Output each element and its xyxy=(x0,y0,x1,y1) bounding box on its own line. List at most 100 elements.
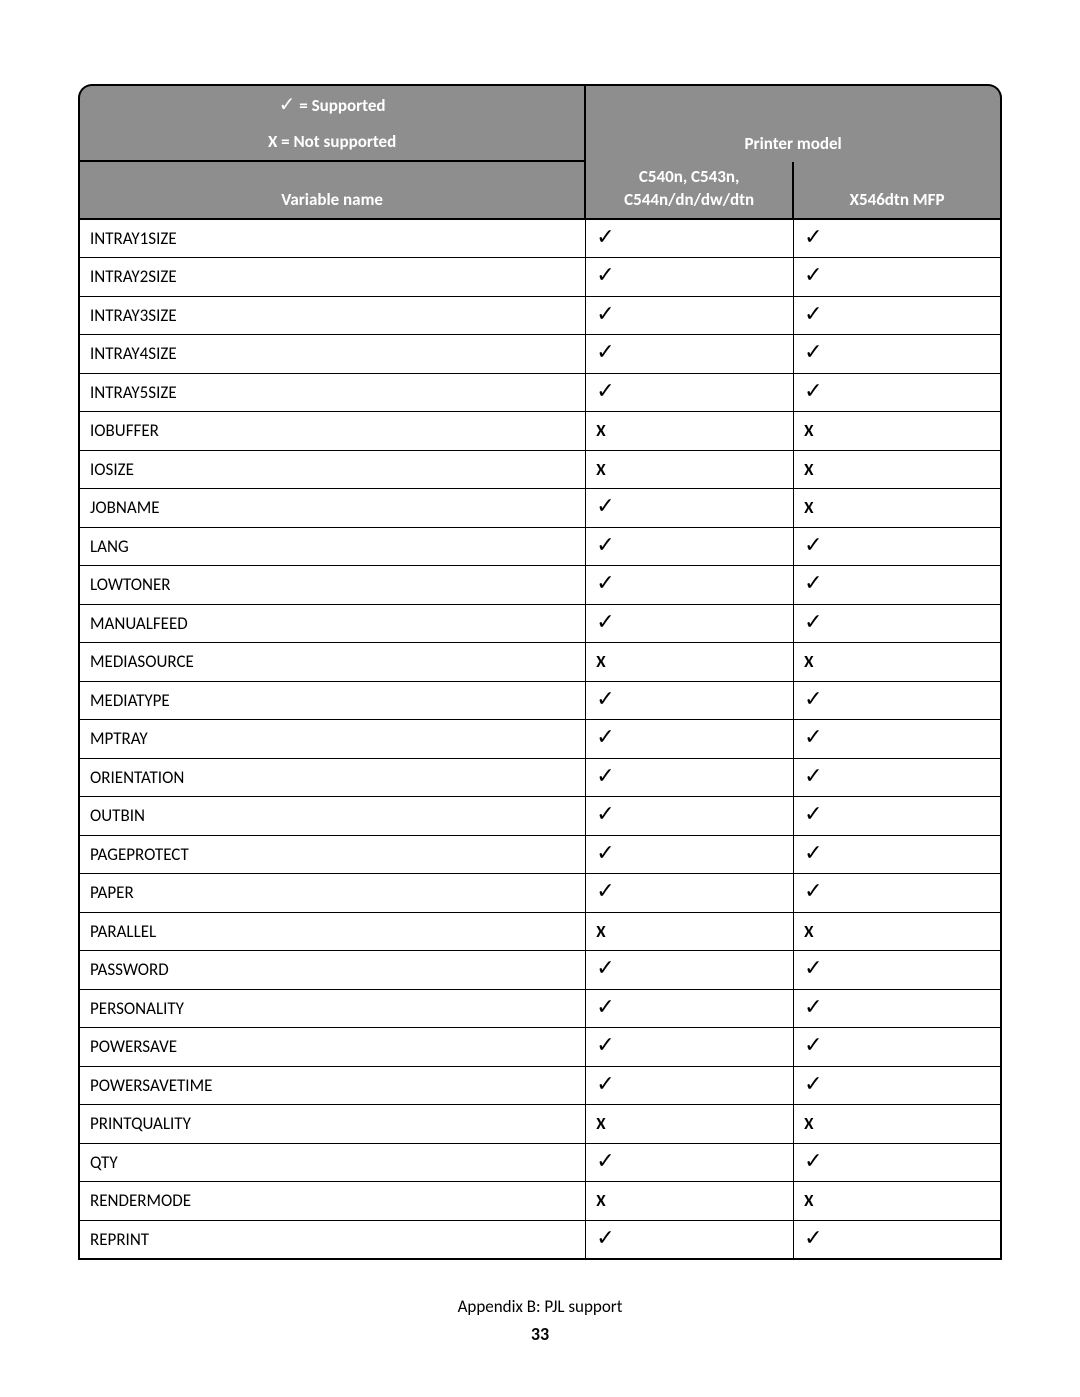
table-row: IOSIZEXX xyxy=(78,451,1002,490)
model1-line1: C540n, C543n, xyxy=(596,166,782,189)
support-cell: ✓ xyxy=(794,874,1002,913)
table-row: PAGEPROTECT✓✓ xyxy=(78,836,1002,875)
check-icon: ✓ xyxy=(596,954,614,981)
variable-name-cell: PASSWORD xyxy=(78,951,586,990)
check-icon: ✓ xyxy=(804,1147,822,1174)
variable-name: IOSIZE xyxy=(80,451,585,489)
support-cell: ✓ xyxy=(794,1028,1002,1067)
variable-name: MANUALFEED xyxy=(80,605,585,643)
check-icon: ✓ xyxy=(804,300,822,327)
support-cell: ✓ xyxy=(586,759,794,798)
variable-name-cell: INTRAY3SIZE xyxy=(78,297,586,336)
support-cell: ✓ xyxy=(794,605,1002,644)
support-cell: ✓ xyxy=(794,528,1002,567)
x-icon: X xyxy=(596,459,605,480)
check-icon: ✓ xyxy=(804,261,822,288)
table-row: MPTRAY✓✓ xyxy=(78,720,1002,759)
variable-name-cell: MEDIATYPE xyxy=(78,682,586,721)
variable-name-cell: LANG xyxy=(78,528,586,567)
variable-name-cell: MANUALFEED xyxy=(78,605,586,644)
support-cell: X xyxy=(794,643,1002,682)
variable-name-cell: REPRINT xyxy=(78,1221,586,1261)
support-cell: ✓ xyxy=(586,1028,794,1067)
check-icon: ✓ xyxy=(596,762,614,789)
check-icon: ✓ xyxy=(596,1070,614,1097)
variable-name: PAGEPROTECT xyxy=(80,836,585,874)
variable-name: PARALLEL xyxy=(80,913,585,951)
check-icon: ✓ xyxy=(804,877,822,904)
support-cell: ✓ xyxy=(586,605,794,644)
variable-name-cell: LOWTONER xyxy=(78,566,586,605)
variable-name-cell: POWERSAVETIME xyxy=(78,1067,586,1106)
check-icon: ✓ xyxy=(596,261,614,288)
support-cell: X xyxy=(586,643,794,682)
document-page: ✓ = Supported Printer model X = Not supp… xyxy=(0,0,1080,1397)
model1-line2: C544n/dn/dw/dtn xyxy=(596,189,782,212)
legend-notsupported-label: X = Not supported xyxy=(80,125,584,160)
support-cell: ✓ xyxy=(794,990,1002,1029)
table-row: POWERSAVETIME ✓ ✓ xyxy=(78,1067,1002,1106)
variable-name: LOWTONER xyxy=(80,566,585,604)
check-icon: ✓ xyxy=(596,1031,614,1058)
variable-name-cell: PAGEPROTECT xyxy=(78,836,586,875)
variable-name: INTRAY5SIZE xyxy=(80,374,585,412)
support-cell: ✓ xyxy=(794,1221,1002,1261)
support-cell: ✓ xyxy=(586,258,794,297)
table-row: MEDIASOURCEXX xyxy=(78,643,1002,682)
check-icon: ✓ xyxy=(804,993,822,1020)
table-row: PARALLEL X X xyxy=(78,913,1002,952)
support-cell: ✓ xyxy=(794,836,1002,875)
model1-header: C540n, C543n, C544n/dn/dw/dtn xyxy=(586,162,794,220)
variable-name: POWERSAVE xyxy=(80,1028,585,1066)
check-icon: ✓ xyxy=(804,800,822,827)
x-icon: X xyxy=(804,921,813,942)
table-row: INTRAY1SIZE✓✓ xyxy=(78,220,1002,259)
support-cell: ✓ xyxy=(586,566,794,605)
variable-name-cell: INTRAY5SIZE xyxy=(78,374,586,413)
check-icon: ✓ xyxy=(596,377,614,404)
variable-name-cell: POWERSAVE xyxy=(78,1028,586,1067)
support-cell: ✓ xyxy=(794,797,1002,836)
support-cell: ✓ xyxy=(586,528,794,567)
variable-name-cell: PERSONALITY xyxy=(78,990,586,1029)
variable-name: PERSONALITY xyxy=(80,990,585,1028)
support-cell: ✓ xyxy=(586,1221,794,1261)
check-icon: ✓ xyxy=(596,338,614,365)
check-icon: ✓ xyxy=(596,800,614,827)
variable-name-cell: INTRAY1SIZE xyxy=(78,220,586,259)
x-icon: X xyxy=(596,921,605,942)
printer-model-label: Printer model xyxy=(586,127,1000,162)
check-icon: ✓ xyxy=(804,377,822,404)
legend-supported-label: = Supported xyxy=(295,95,385,116)
support-cell: ✓ xyxy=(794,1144,1002,1183)
check-icon: ✓ xyxy=(804,685,822,712)
support-cell: ✓ xyxy=(586,1067,794,1106)
variable-name: INTRAY2SIZE xyxy=(80,258,585,296)
support-cell: ✓ xyxy=(586,797,794,836)
table-row: MANUALFEED✓✓ xyxy=(78,605,1002,644)
support-cell: ✓ xyxy=(586,951,794,990)
check-icon: ✓ xyxy=(804,1031,822,1058)
support-cell: X xyxy=(586,412,794,451)
check-icon: ✓ xyxy=(596,300,614,327)
x-icon: X xyxy=(596,651,605,672)
variable-name-cell: RENDERMODE xyxy=(78,1182,586,1221)
support-cell: ✓ xyxy=(794,759,1002,798)
support-cell: ✓ xyxy=(794,1067,1002,1106)
variable-name: ORIENTATION xyxy=(80,759,585,797)
variable-name-cell: QTY xyxy=(78,1144,586,1183)
table-row: REPRINT✓✓ xyxy=(78,1221,1002,1261)
variable-name-cell: INTRAY4SIZE xyxy=(78,335,586,374)
support-cell: ✓ xyxy=(794,682,1002,721)
support-cell: X xyxy=(586,913,794,952)
table-row: INTRAY5SIZE ✓ ✓ xyxy=(78,374,1002,413)
support-cell: ✓ xyxy=(586,836,794,875)
table-row: LANG ✓ ✓ xyxy=(78,528,1002,567)
support-cell: X xyxy=(794,1105,1002,1144)
check-icon: ✓ xyxy=(596,531,614,558)
check-icon: ✓ xyxy=(804,1224,822,1251)
variable-name: RENDERMODE xyxy=(80,1182,585,1220)
variable-name-cell: PARALLEL xyxy=(78,913,586,952)
support-cell: X xyxy=(794,913,1002,952)
support-cell: ✓ xyxy=(586,297,794,336)
